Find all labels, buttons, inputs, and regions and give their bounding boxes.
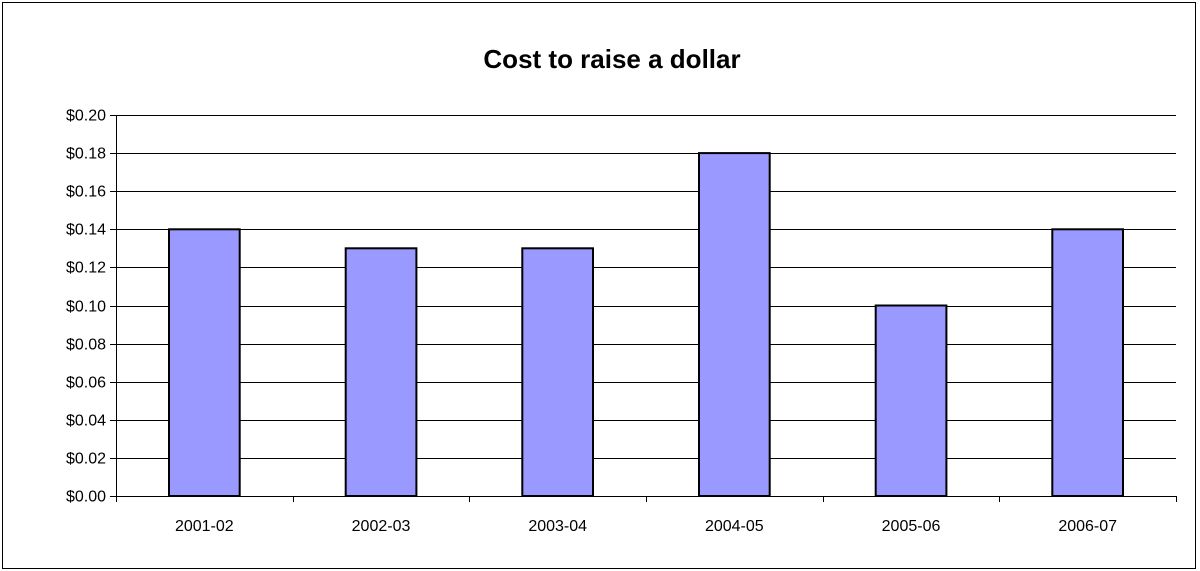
x-tick-label: 2002-03	[352, 518, 411, 535]
y-tick-label: $0.04	[66, 413, 106, 430]
y-tick-label: $0.08	[66, 337, 106, 354]
y-tick-label: $0.02	[66, 451, 106, 468]
x-tick-label: 2004-05	[705, 518, 764, 535]
gridlines	[116, 115, 1176, 459]
x-tick-label: 2006-07	[1058, 518, 1117, 535]
y-tick-label: $0.20	[66, 108, 106, 125]
y-tick-label: $0.14	[66, 222, 106, 239]
x-tick-label: 2005-06	[882, 518, 941, 535]
axes	[110, 115, 1177, 502]
y-tick-label: $0.18	[66, 146, 106, 163]
y-tick-label: $0.16	[66, 184, 106, 201]
bar-2002-03	[344, 247, 418, 497]
bar-2005-06	[874, 304, 948, 497]
y-tick-label: $0.00	[66, 489, 106, 506]
bar-2003-04	[521, 247, 594, 497]
bar-2006-07	[1051, 228, 1125, 498]
y-tick-label: $0.06	[66, 375, 106, 392]
y-tick-label: $0.12	[66, 260, 106, 277]
bar-2001-02	[168, 228, 241, 498]
bars	[168, 152, 1125, 498]
tick-labels: $0.00 $0.02 $0.04 $0.06 $0.08 $0.10 $0.12 $0.14…	[66, 108, 1117, 536]
y-tick-label: $0.10	[66, 299, 106, 316]
x-tick-label: 2001-02	[175, 518, 234, 535]
x-tick-label: 2003-04	[528, 518, 587, 535]
bar-2004-05	[698, 152, 771, 497]
chart-title: Cost to raise a dollar	[483, 44, 740, 74]
